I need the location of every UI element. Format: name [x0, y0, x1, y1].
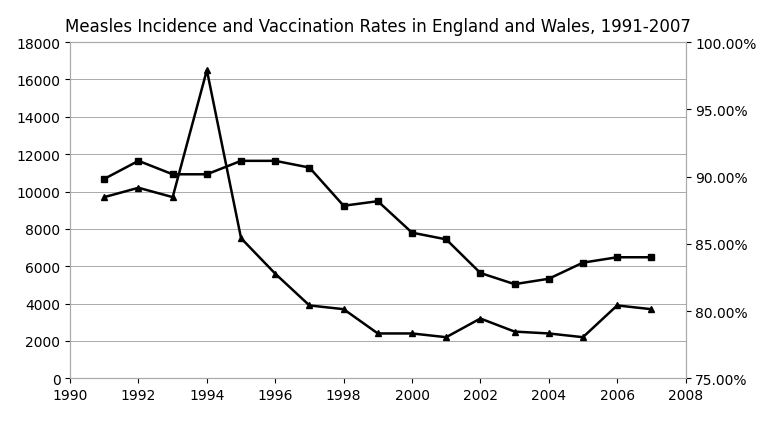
Title: Measles Incidence and Vaccination Rates in England and Wales, 1991-2007: Measles Incidence and Vaccination Rates …	[65, 18, 691, 36]
